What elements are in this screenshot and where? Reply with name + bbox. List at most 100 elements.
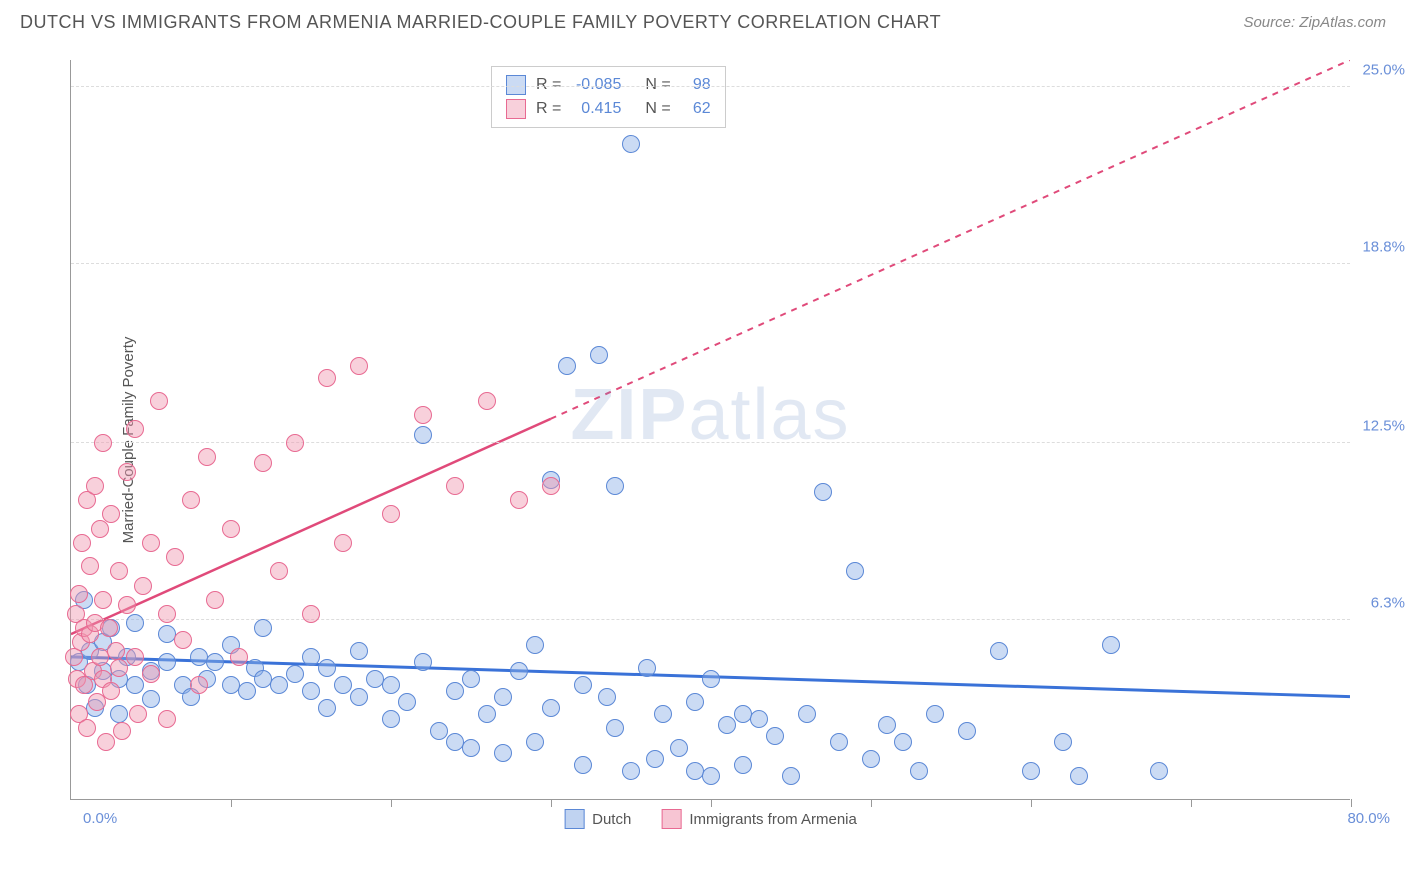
legend-item: Immigrants from Armenia (661, 809, 857, 829)
scatter-point (102, 682, 120, 700)
y-tick-label: 25.0% (1362, 62, 1405, 79)
x-tick (551, 799, 552, 807)
scatter-point (129, 705, 147, 723)
scatter-point (142, 690, 160, 708)
scatter-point (118, 596, 136, 614)
scatter-point (302, 648, 320, 666)
plot-area: ZIPatlas R =-0.085N =98R =0.415N =62 0.0… (70, 60, 1350, 800)
scatter-point (334, 534, 352, 552)
x-tick (711, 799, 712, 807)
scatter-point (766, 727, 784, 745)
x-tick (391, 799, 392, 807)
scatter-point (462, 739, 480, 757)
scatter-point (158, 605, 176, 623)
scatter-point (478, 705, 496, 723)
legend-swatch (564, 809, 584, 829)
scatter-point (270, 676, 288, 694)
scatter-point (1070, 767, 1088, 785)
scatter-point (318, 699, 336, 717)
scatter-point (158, 653, 176, 671)
scatter-point (478, 392, 496, 410)
n-value: 98 (681, 76, 711, 94)
n-value: 62 (681, 100, 711, 118)
n-label: N = (645, 76, 670, 94)
scatter-point (686, 693, 704, 711)
chart-container: Married-Couple Family Poverty ZIPatlas R… (50, 50, 1370, 830)
scatter-point (1150, 762, 1168, 780)
x-tick (1351, 799, 1352, 807)
legend-swatch (661, 809, 681, 829)
x-axis-min-label: 0.0% (83, 810, 117, 827)
scatter-point (350, 642, 368, 660)
scatter-point (878, 716, 896, 734)
scatter-point (446, 477, 464, 495)
scatter-point (134, 577, 152, 595)
scatter-point (590, 346, 608, 364)
r-value: 0.415 (571, 100, 621, 118)
scatter-point (158, 710, 176, 728)
scatter-point (126, 676, 144, 694)
scatter-point (702, 767, 720, 785)
scatter-point (414, 406, 432, 424)
scatter-point (542, 477, 560, 495)
scatter-point (622, 762, 640, 780)
scatter-point (102, 505, 120, 523)
series-legend: Dutch Immigrants from Armenia (564, 809, 857, 829)
scatter-point (430, 722, 448, 740)
scatter-point (142, 534, 160, 552)
x-tick (1191, 799, 1192, 807)
scatter-point (182, 491, 200, 509)
scatter-point (574, 756, 592, 774)
scatter-point (638, 659, 656, 677)
scatter-point (958, 722, 976, 740)
legend-label: Dutch (592, 811, 631, 828)
legend-item: Dutch (564, 809, 631, 829)
scatter-point (526, 636, 544, 654)
scatter-point (254, 454, 272, 472)
scatter-point (318, 369, 336, 387)
scatter-point (990, 642, 1008, 660)
scatter-point (110, 659, 128, 677)
scatter-point (270, 562, 288, 580)
scatter-point (1102, 636, 1120, 654)
scatter-point (126, 614, 144, 632)
scatter-point (286, 665, 304, 683)
scatter-point (526, 733, 544, 751)
scatter-point (830, 733, 848, 751)
scatter-point (646, 750, 664, 768)
correlation-legend: R =-0.085N =98R =0.415N =62 (491, 66, 726, 128)
legend-swatch (506, 75, 526, 95)
scatter-point (846, 562, 864, 580)
scatter-point (574, 676, 592, 694)
scatter-point (302, 682, 320, 700)
scatter-point (94, 434, 112, 452)
scatter-point (910, 762, 928, 780)
scatter-point (254, 619, 272, 637)
gridline (71, 86, 1350, 87)
scatter-point (222, 520, 240, 538)
scatter-point (494, 744, 512, 762)
scatter-point (862, 750, 880, 768)
scatter-point (814, 483, 832, 501)
scatter-point (702, 670, 720, 688)
scatter-point (81, 557, 99, 575)
scatter-point (350, 357, 368, 375)
scatter-point (446, 682, 464, 700)
scatter-point (382, 710, 400, 728)
x-tick (1031, 799, 1032, 807)
r-value: -0.085 (571, 76, 621, 94)
x-axis-max-label: 80.0% (1347, 810, 1390, 827)
scatter-point (654, 705, 672, 723)
scatter-point (414, 426, 432, 444)
scatter-point (118, 463, 136, 481)
scatter-point (622, 135, 640, 153)
scatter-point (462, 670, 480, 688)
scatter-point (206, 591, 224, 609)
scatter-point (166, 548, 184, 566)
scatter-point (734, 756, 752, 774)
scatter-point (238, 682, 256, 700)
scatter-point (110, 562, 128, 580)
scatter-point (334, 676, 352, 694)
scatter-point (350, 688, 368, 706)
r-label: R = (536, 100, 561, 118)
